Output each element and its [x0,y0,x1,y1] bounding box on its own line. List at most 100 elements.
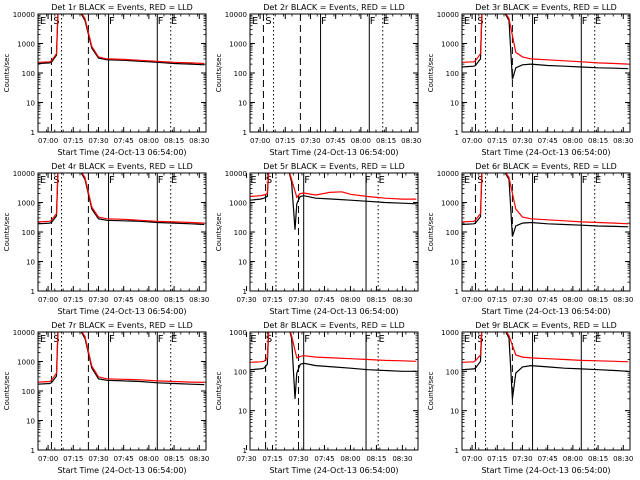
region-label: F [158,175,164,186]
chart-title: Det 8r BLACK = Events, RED = LLD [263,321,405,330]
x-tick-label: 08:00 [563,455,583,463]
y-tick-label: 100 [22,229,35,237]
series-line-lld [38,173,205,224]
x-axis-label: Start Time (24-Oct-13 06:54:00) [481,307,610,316]
panel-det-2: Det 2r BLACK = Events, RED = LLD Counts/s… [215,3,421,157]
region-label: S [266,334,272,345]
x-tick-label: 07:15 [487,455,507,463]
plot-frame [461,331,631,451]
x-axis-label: Start Time (24-Oct-13 06:54:00) [269,307,398,316]
region-label: F [582,16,588,27]
x-tick-label: 07:45 [538,455,558,463]
series-line-lld [462,332,629,363]
x-tick-label: 07:00 [462,455,482,463]
chart-title: Det 3r BLACK = Events, RED = LLD [475,3,617,12]
y-tick-label: 10 [238,259,247,267]
region-label: E [250,334,256,345]
panel-det-8: Det 8r BLACK = Events, RED = LLD Counts/s… [215,321,419,475]
y-tick-label: 1 [243,129,247,137]
y-tick-label: 1000 [441,329,459,337]
x-tick-label: 07:30 [288,296,308,304]
y-axis-label: Counts/sec [3,372,11,411]
x-tick-label: 07:30 [88,296,108,304]
panel-det-3: Det 3r BLACK = Events, RED = LLD Counts/s… [427,3,633,157]
series-line-events [250,173,417,230]
region-label: E [464,16,470,27]
chart-title: Det 6r BLACK = Events, RED = LLD [475,162,617,171]
x-tick-label: 07:00 [38,137,58,145]
x-tick-label: 08:30 [392,455,412,463]
x-axis-label: Start Time (24-Oct-13 06:54:00) [269,466,398,475]
region-label: F [533,175,539,186]
x-tick-label: 08:15 [376,137,396,145]
x-axis-label: Start Time (24-Oct-13 06:54:00) [481,148,610,157]
series-line-lld [250,332,417,363]
plot-frame [461,172,631,292]
x-tick-label: 07:15 [262,296,282,304]
region-label: E [595,175,601,186]
panel-det-7: Det 7r BLACK = Events, RED = LLD Counts/s… [3,321,209,475]
y-tick-label: 100 [446,229,459,237]
y-tick-label: 100 [446,70,459,78]
x-tick-label: 07:15 [275,137,295,145]
x-tick-label: 07:00 [462,296,482,304]
x-tick-label: 07:45 [114,137,134,145]
panel-det-1: Det 1r BLACK = Events, RED = LLD Counts/s… [3,3,209,157]
x-axis-label: Start Time (24-Oct-13 06:54:00) [57,148,186,157]
x-tick-label: 07:15 [487,296,507,304]
plot-frame [461,13,631,133]
y-tick-label: 10 [26,418,35,426]
x-tick-label: 07:00 [250,137,270,145]
y-axis-label: Counts/sec [427,54,435,93]
y-tick-label: 10 [450,259,459,267]
region-label: E [595,16,601,27]
panel-det-4: Det 4r BLACK = Events, RED = LLD Counts/s… [3,162,209,316]
x-tick-label: 08:15 [366,455,386,463]
y-tick-label: 100 [22,70,35,78]
x-axis-label: Start Time (24-Oct-13 06:54:00) [57,466,186,475]
y-tick-label: 10 [26,100,35,108]
region-label: F [109,175,115,186]
y-axis-label: Counts/sec [427,372,435,411]
region-label: E [40,16,46,27]
y-tick-label: 1 [455,447,459,455]
y-tick-label: 10000 [437,11,459,19]
x-tick-label: 08:15 [588,296,608,304]
series-line-lld [462,14,629,65]
y-tick-label: 1000 [17,41,35,49]
x-axis-label: Start Time (24-Oct-13 06:54:00) [481,466,610,475]
x-tick-label: 08:15 [366,296,386,304]
region-label: F [321,16,327,27]
region-label: E [464,334,470,345]
chart-title: Det 5r BLACK = Events, RED = LLD [263,162,405,171]
y-tick-label: 1000 [229,200,247,208]
y-tick-label: 1000 [441,41,459,49]
x-tick-label: 07:30 [236,296,256,304]
region-label: F [582,334,588,345]
x-tick-label: 08:00 [139,455,159,463]
chart-title: Det 2r BLACK = Events, RED = LLD [263,3,405,12]
region-label: S [477,334,483,345]
y-tick-label: 100 [446,368,459,376]
plot-frame [249,172,419,292]
x-tick-label: 08:00 [340,455,360,463]
region-label: S [477,175,483,186]
x-axis-label: Start Time (24-Oct-13 06:54:00) [269,148,398,157]
y-tick-label: 1 [243,447,247,455]
x-tick-label: 08:30 [613,455,633,463]
region-label: F [158,16,164,27]
y-axis-label: Counts/sec [3,213,11,252]
y-tick-label: 10000 [13,329,35,337]
x-tick-label: 07:45 [114,296,134,304]
panel-det-6: Det 6r BLACK = Events, RED = LLD Counts/s… [427,162,633,316]
x-tick-label: 08:00 [139,296,159,304]
x-tick-label: 08:30 [189,455,209,463]
region-label: E [595,334,601,345]
plot-frame [249,331,419,451]
region-label: E [40,175,46,186]
chart-title: Det 7r BLACK = Events, RED = LLD [51,321,193,330]
region-label: E [378,334,384,345]
panel-det-5: Det 5r BLACK = Events, RED = LLD Counts/s… [215,162,419,316]
chart-title: Det 4r BLACK = Events, RED = LLD [51,162,193,171]
